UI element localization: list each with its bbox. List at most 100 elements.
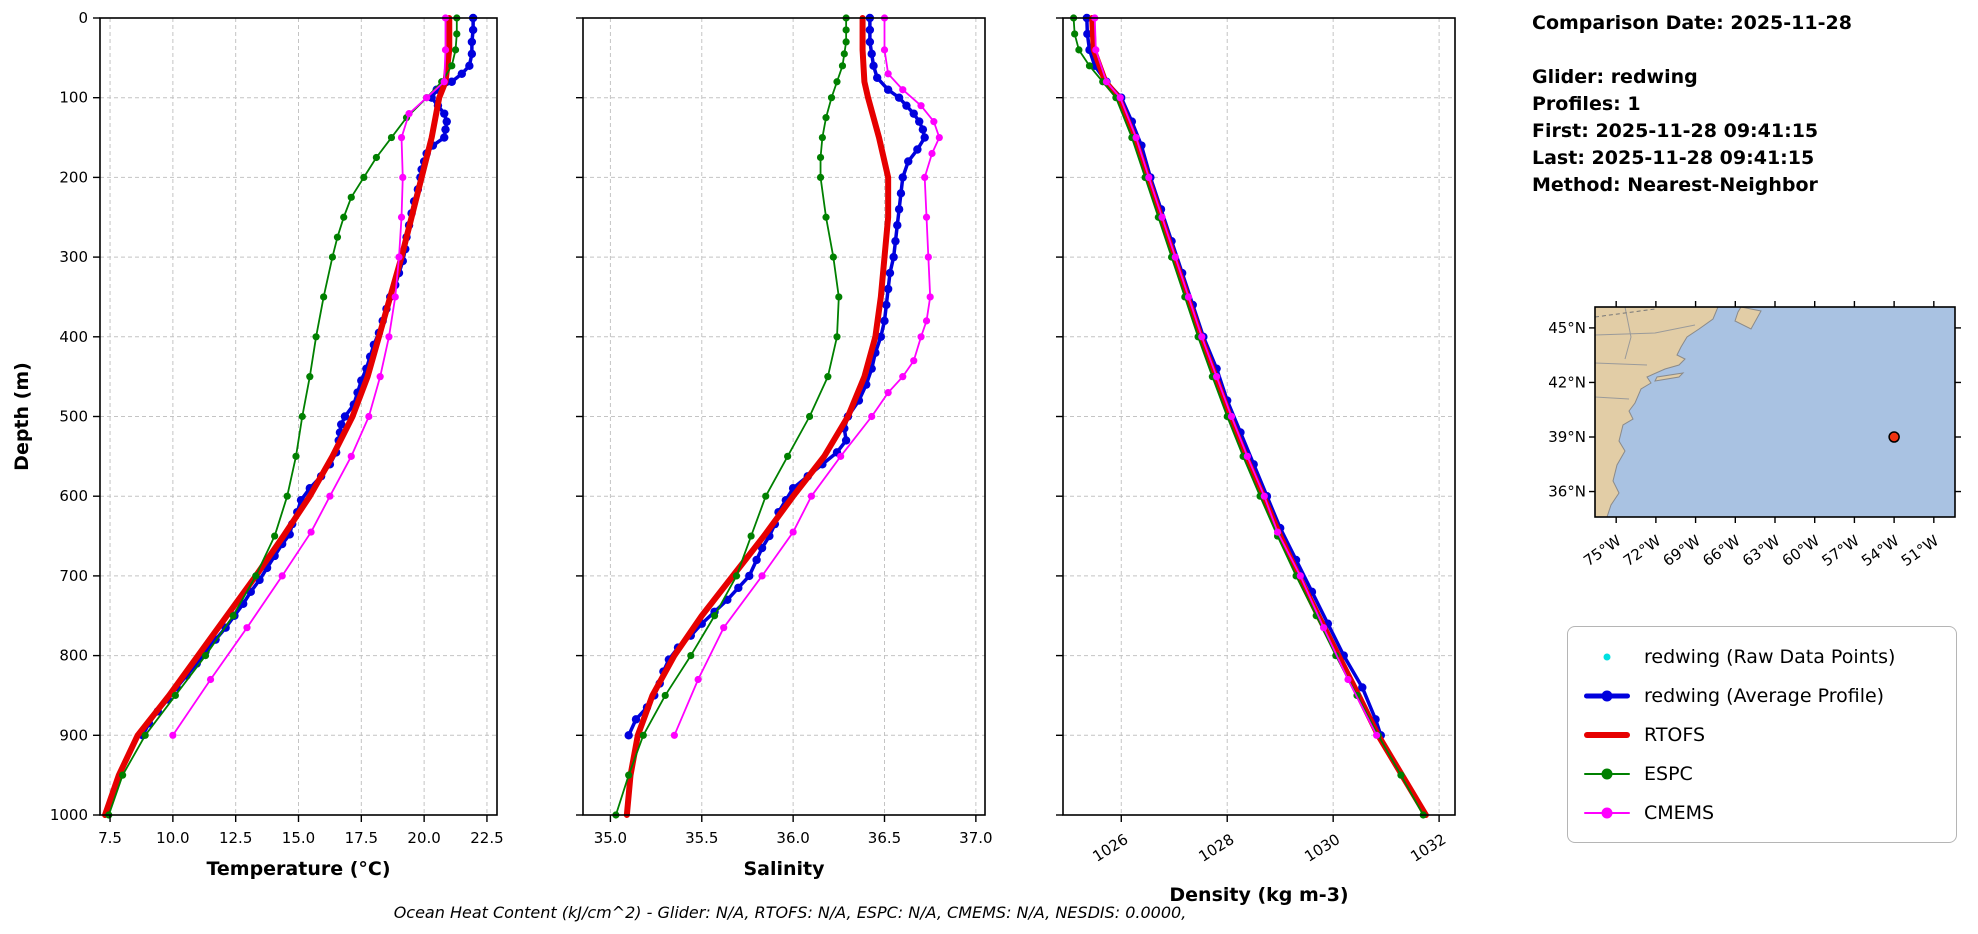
series-marker bbox=[292, 452, 300, 460]
series-marker bbox=[440, 109, 449, 118]
series-marker bbox=[1083, 29, 1092, 39]
method: Method: Nearest-Neighbor bbox=[1532, 174, 1818, 196]
series-marker bbox=[1358, 683, 1367, 692]
series-marker bbox=[687, 652, 695, 660]
series-marker bbox=[921, 173, 929, 181]
series-marker bbox=[918, 125, 928, 134]
series-marker bbox=[1227, 412, 1236, 421]
series-marker bbox=[639, 731, 647, 739]
series-marker bbox=[915, 117, 924, 126]
series-marker bbox=[891, 236, 900, 246]
legend-dot bbox=[1603, 653, 1611, 660]
series-marker bbox=[376, 373, 384, 381]
series-marker bbox=[838, 62, 847, 70]
map-land-nova-scotia bbox=[1734, 306, 1762, 330]
info-spacer bbox=[1532, 37, 1852, 64]
glider-location-marker bbox=[1888, 431, 1900, 443]
series-marker bbox=[340, 213, 348, 221]
series-marker bbox=[451, 46, 460, 54]
legend-label: redwing (Raw Data Points) bbox=[1644, 645, 1896, 668]
series-marker bbox=[924, 253, 932, 261]
series-marker bbox=[1075, 46, 1083, 54]
x-axis-title: Salinity bbox=[743, 858, 825, 880]
series-marker bbox=[807, 492, 816, 500]
series-marker bbox=[467, 37, 477, 47]
series-marker bbox=[822, 114, 830, 122]
series-marker bbox=[913, 145, 922, 154]
series-marker bbox=[397, 213, 406, 221]
legend-marker-icon bbox=[1584, 647, 1630, 667]
y-tick-label: 900 bbox=[59, 726, 88, 744]
legend-item-2: RTOFS bbox=[1584, 715, 1940, 754]
series-marker bbox=[758, 572, 766, 580]
series-marker bbox=[710, 612, 719, 620]
series-marker bbox=[694, 675, 702, 684]
x-tick-label: 15.0 bbox=[282, 829, 315, 847]
map-border-line bbox=[1594, 324, 1696, 336]
x-tick-label: 10.0 bbox=[156, 829, 189, 847]
legend-marker-icon bbox=[1584, 803, 1630, 823]
legend-label: ESPC bbox=[1644, 762, 1693, 785]
series-line bbox=[623, 15, 892, 818]
y-tick-label: 400 bbox=[59, 328, 88, 346]
map-lon-label: 51°W bbox=[1898, 531, 1942, 570]
map-dashed-border bbox=[1594, 308, 1656, 318]
series-marker bbox=[169, 731, 177, 739]
series-RTOFS bbox=[623, 15, 892, 818]
series-marker bbox=[816, 153, 825, 162]
series-marker bbox=[1171, 253, 1179, 261]
series-marker bbox=[440, 133, 449, 142]
series-marker bbox=[762, 492, 770, 500]
y-tick-label: 1000 bbox=[50, 806, 88, 824]
series-marker bbox=[365, 412, 373, 421]
series-marker bbox=[399, 173, 407, 181]
series-marker bbox=[441, 46, 450, 54]
legend-dot bbox=[1601, 690, 1613, 701]
series-marker bbox=[1198, 333, 1206, 341]
y-tick-label: 700 bbox=[59, 567, 88, 585]
legend-dot bbox=[1601, 807, 1613, 818]
series-RTOFS bbox=[102, 15, 453, 818]
map-lat-label: 45°N bbox=[1548, 319, 1586, 337]
series-marker bbox=[1092, 46, 1100, 54]
series-marker bbox=[898, 173, 907, 182]
series-marker bbox=[747, 532, 755, 540]
series-marker bbox=[909, 109, 918, 118]
series-marker bbox=[872, 73, 882, 82]
series-marker bbox=[883, 284, 893, 294]
series-marker bbox=[306, 373, 314, 381]
map-lon-label: 63°W bbox=[1739, 531, 1783, 570]
x-tick-label: 1032 bbox=[1407, 830, 1449, 866]
series-marker bbox=[720, 624, 728, 632]
x-tick-label: 36.0 bbox=[776, 829, 809, 847]
series-marker bbox=[899, 373, 907, 381]
series-marker bbox=[880, 46, 889, 54]
series-marker bbox=[835, 293, 843, 301]
series-marker bbox=[453, 30, 461, 38]
series-marker bbox=[920, 133, 929, 142]
series-marker bbox=[1273, 528, 1282, 536]
series-marker bbox=[917, 102, 925, 110]
series-marker bbox=[360, 173, 368, 181]
series-ESPC bbox=[612, 14, 850, 819]
legend-marker-icon bbox=[1584, 686, 1630, 706]
x-tick-label: 35.5 bbox=[685, 829, 718, 847]
profiles-count: Profiles: 1 bbox=[1532, 93, 1641, 115]
legend-item-1: redwing (Average Profile) bbox=[1584, 676, 1940, 715]
series-marker bbox=[624, 731, 633, 740]
comparison-date: Comparison Date: 2025-11-28 bbox=[1532, 12, 1852, 34]
series-marker bbox=[1132, 133, 1140, 142]
series-marker bbox=[372, 153, 380, 162]
series-RTOFS bbox=[1089, 15, 1429, 818]
x-tick-label: 17.5 bbox=[345, 829, 378, 847]
x-tick-label: 37.0 bbox=[959, 829, 992, 847]
x-tick-label: 36.5 bbox=[868, 829, 901, 847]
legend-label: CMEMS bbox=[1644, 801, 1715, 824]
info-panel: Comparison Date: 2025-11-28 Glider: redw… bbox=[1532, 10, 1852, 199]
series-marker bbox=[1320, 624, 1328, 632]
series-line bbox=[626, 16, 927, 738]
series-marker bbox=[827, 94, 836, 102]
series-marker bbox=[448, 62, 456, 70]
map-lon-label: 75°W bbox=[1580, 531, 1624, 570]
map-land-long-island bbox=[1654, 372, 1685, 382]
